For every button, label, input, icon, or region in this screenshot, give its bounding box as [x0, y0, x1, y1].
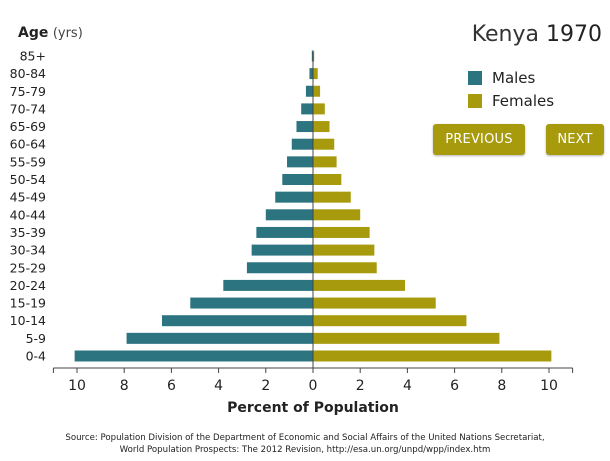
y-tick-label: 40-44 [10, 207, 46, 222]
source-line-2: World Population Prospects: The 2012 Rev… [119, 445, 491, 455]
female-bars [313, 50, 552, 362]
x-tick-label: 2 [261, 378, 270, 394]
male-bar-55-59 [287, 156, 313, 168]
y-tick-label: 20-24 [10, 278, 46, 293]
female-bar-30-34 [313, 244, 375, 256]
female-bar-35-39 [313, 226, 370, 238]
country-name: Kenya [471, 22, 539, 47]
legend-item-females: Females [468, 89, 554, 112]
legend: Males Females [468, 66, 554, 112]
y-tick-label: 30-34 [10, 243, 46, 258]
x-tick-label: 6 [450, 378, 459, 394]
y-tick-label: 45-49 [10, 190, 46, 205]
legend-item-males: Males [468, 66, 554, 89]
y-tick-label: 80-84 [10, 66, 46, 81]
male-bar-35-39 [256, 226, 313, 238]
male-bar-40-44 [265, 209, 313, 221]
y-tick-label: 5-9 [26, 331, 46, 346]
x-tick-label: 6 [167, 378, 176, 394]
male-bar-30-34 [251, 244, 313, 256]
female-bar-10-14 [313, 315, 467, 327]
y-tick-label: 55-59 [10, 154, 46, 169]
male-bars [74, 50, 313, 362]
female-bar-60-64 [313, 138, 335, 150]
legend-swatch-males [468, 70, 482, 85]
x-tick-label: 4 [214, 378, 223, 394]
male-bar-5-9 [126, 332, 313, 344]
y-tick-label: 70-74 [10, 101, 46, 116]
female-bar-50-54 [313, 174, 342, 185]
legend-label-females: Females [492, 91, 555, 110]
previous-button[interactable]: PREVIOUS [433, 124, 525, 155]
female-bar-25-29 [313, 262, 377, 274]
x-tick-label: 2 [356, 378, 365, 394]
female-bar-70-74 [313, 103, 325, 115]
male-bar-85+ [311, 50, 313, 62]
male-bar-15-19 [190, 297, 313, 309]
y-tick-label: 0-4 [26, 349, 46, 364]
female-bar-75-79 [313, 85, 321, 97]
year-value: 1970 [546, 22, 602, 47]
male-bar-70-74 [301, 103, 313, 115]
x-tick-label: 10 [540, 378, 558, 394]
y-axis-tick-labels: 0-4 5-9 10-14 15-19 20-24 25-29 30-34 35-39 40-4… [10, 48, 46, 363]
x-tick-label: 10 [68, 378, 86, 394]
age-label-text: Age [18, 25, 49, 41]
y-axis-label: Age (yrs) [18, 25, 83, 41]
next-button[interactable]: NEXT [546, 124, 604, 155]
female-bar-15-19 [313, 297, 436, 309]
x-tick-label: 0 [309, 378, 318, 394]
female-bar-5-9 [313, 332, 500, 344]
male-bar-25-29 [246, 262, 313, 274]
male-bar-0-4 [74, 350, 313, 362]
x-tick-label: 8 [497, 378, 506, 394]
male-bar-75-79 [305, 85, 313, 97]
female-bar-40-44 [313, 209, 361, 221]
y-tick-label: 50-54 [10, 172, 46, 187]
source-line-1: Source: Population Division of the Depar… [65, 433, 545, 443]
female-bar-20-24 [313, 279, 406, 291]
y-tick-label: 15-19 [10, 296, 46, 311]
x-tick-label: 8 [120, 378, 129, 394]
male-bar-45-49 [275, 191, 313, 203]
female-bar-55-59 [313, 156, 337, 168]
male-bar-10-14 [161, 315, 313, 327]
y-tick-label: 35-39 [10, 225, 46, 240]
axes [52, 52, 574, 373]
female-bar-0-4 [313, 350, 552, 362]
y-tick-label: 10-14 [10, 313, 46, 328]
y-tick-label: 75-79 [10, 84, 46, 99]
x-tick-label: 4 [403, 378, 412, 394]
female-bar-45-49 [313, 191, 351, 203]
y-tick-label: 85+ [20, 48, 46, 63]
legend-label-males: Males [492, 68, 536, 87]
male-bar-80-84 [309, 68, 313, 80]
male-bar-65-69 [296, 121, 313, 133]
age-unit-text: (yrs) [52, 26, 83, 41]
female-bar-85+ [313, 50, 315, 62]
chart-title: Kenya 1970 [472, 22, 602, 47]
source-note: Source: Population Division of the Depar… [0, 432, 610, 456]
male-bar-60-64 [291, 138, 313, 150]
male-bar-50-54 [282, 174, 313, 185]
female-bar-65-69 [313, 121, 330, 133]
male-bar-20-24 [223, 279, 313, 291]
y-tick-label: 25-29 [10, 260, 46, 275]
x-axis-label: Percent of Population [227, 400, 399, 416]
x-axis-tick-labels: 10 8 6 4 2 0 2 4 6 8 10 [68, 378, 558, 394]
y-tick-label: 60-64 [10, 137, 46, 152]
female-bar-80-84 [313, 68, 318, 80]
y-tick-label: 65-69 [10, 119, 46, 134]
legend-swatch-females [468, 93, 482, 108]
